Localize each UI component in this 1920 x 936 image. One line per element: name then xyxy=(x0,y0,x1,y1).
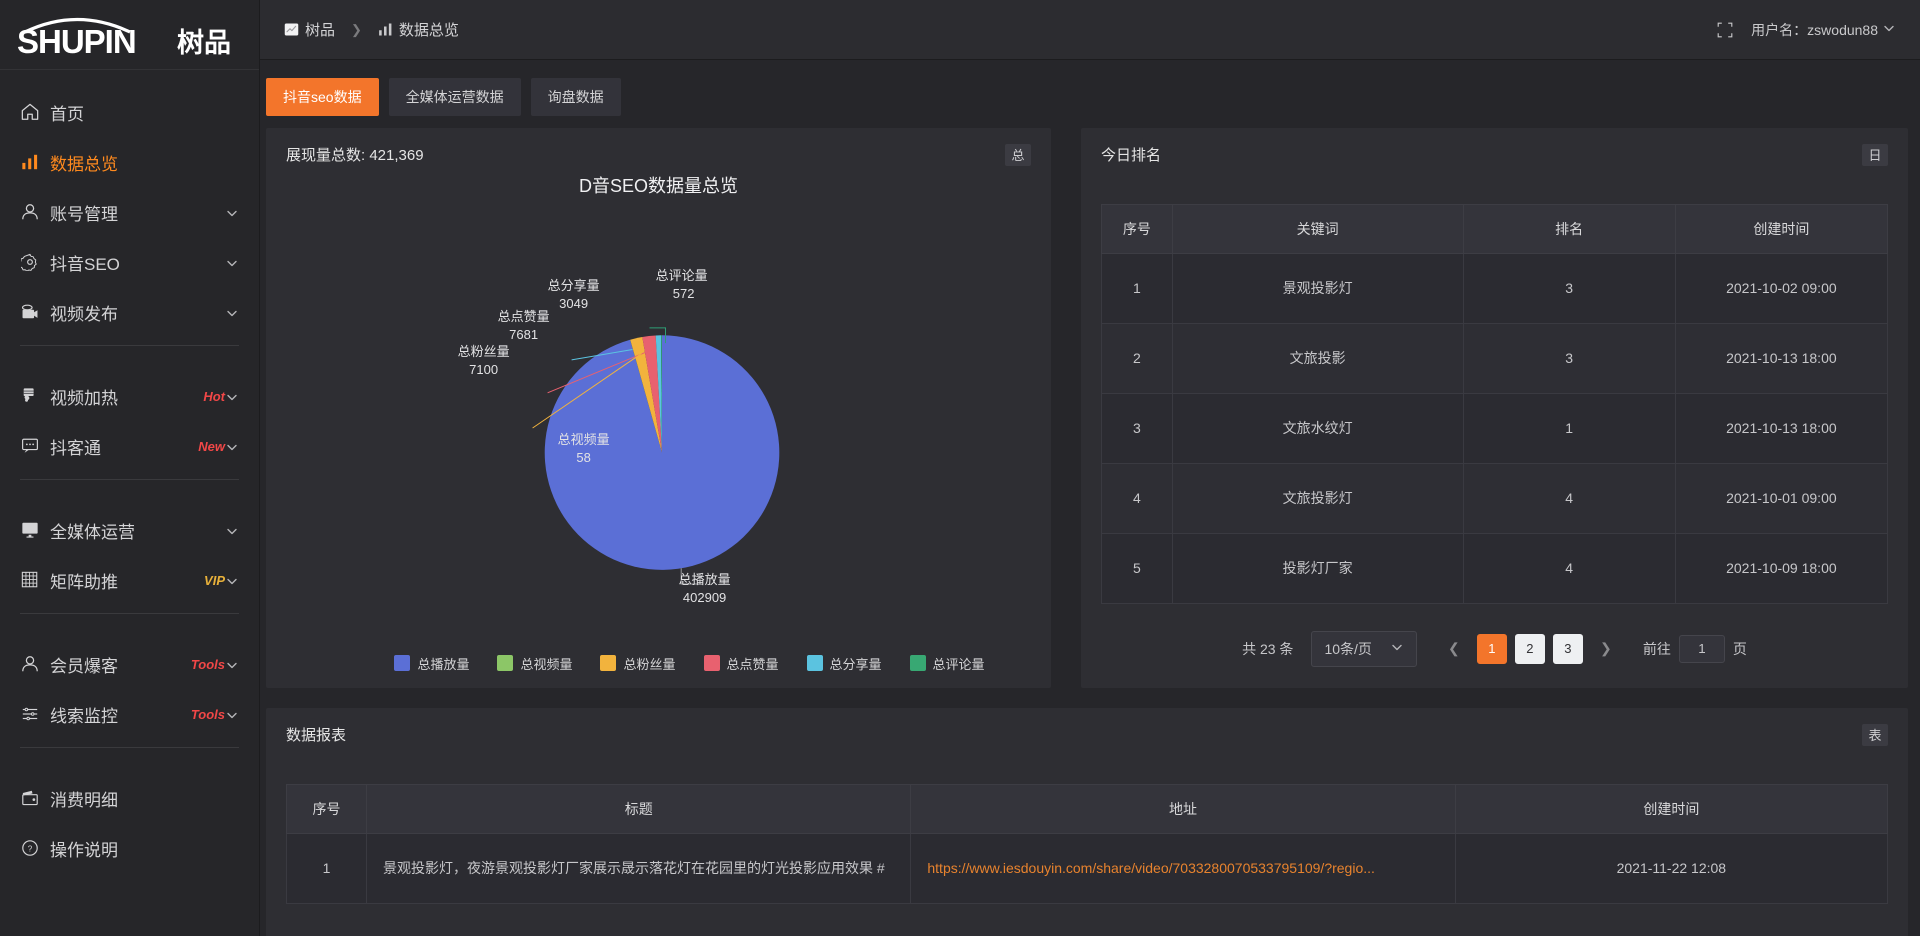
svg-text:7681: 7681 xyxy=(509,327,538,342)
svg-text:树品: 树品 xyxy=(177,28,231,55)
svg-text:58: 58 xyxy=(576,450,590,465)
svg-text:总播放量: 总播放量 xyxy=(679,572,731,587)
svg-text:总视频量: 总视频量 xyxy=(558,432,610,447)
svg-text:402909: 402909 xyxy=(683,590,726,605)
svg-text:3049: 3049 xyxy=(559,296,588,311)
svg-text:SHUPIN: SHUPIN xyxy=(17,23,136,55)
svg-text:572: 572 xyxy=(673,286,695,301)
svg-text:总粉丝量: 总粉丝量 xyxy=(458,344,510,359)
svg-text:7100: 7100 xyxy=(469,362,498,377)
svg-text:总分享量: 总分享量 xyxy=(548,278,600,293)
svg-text:总点赞量: 总点赞量 xyxy=(498,309,550,324)
svg-text:?: ? xyxy=(28,845,33,854)
svg-text:总评论量: 总评论量 xyxy=(656,268,708,283)
